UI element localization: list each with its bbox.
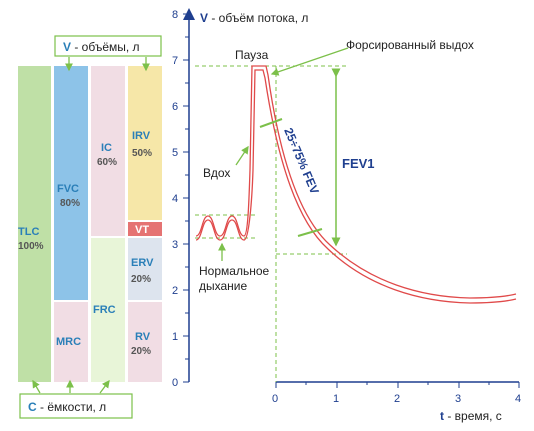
volumes-legend: V - объёмы, л	[54, 35, 162, 72]
y-axis-label: - объём потока, л	[208, 11, 308, 25]
capacities-legend-var: C	[28, 400, 37, 414]
y-tick-6: 6	[172, 101, 178, 113]
y-axis-var: V	[200, 11, 208, 25]
vt-label: VT	[135, 224, 149, 236]
tlc-box	[18, 66, 51, 382]
x-tick-4: 4	[515, 393, 521, 405]
irv-box	[128, 66, 162, 220]
y-tick-8: 8	[172, 9, 178, 21]
inhale-label: Вдох	[203, 166, 230, 180]
fvc-pct: 80%	[60, 198, 80, 209]
y-axis-title: V - объём потока, л	[200, 11, 308, 25]
volume-boxes: TLC 100% FVC 80% MRC IC 60% FRC IRV 50% …	[18, 66, 162, 382]
fev-25-marker	[259, 118, 283, 128]
irv-pct: 50%	[132, 148, 152, 159]
y-tick-7: 7	[172, 55, 178, 67]
fev1-label: FEV1	[342, 156, 375, 171]
fvc-box	[54, 66, 88, 300]
x-tick-0: 0	[272, 393, 278, 405]
forced-exhale-label: Форсированный выдох	[346, 38, 474, 52]
x-axis-label: - время, с	[444, 409, 502, 423]
y-tick-1: 1	[172, 331, 178, 343]
rv-pct: 20%	[131, 346, 151, 357]
mrc-label: MRC	[56, 336, 81, 348]
y-tick-4: 4	[172, 193, 178, 205]
capacities-legend: C - ёмкости, л	[19, 379, 133, 419]
fvc-label: FVC	[57, 183, 79, 195]
spirogram-chart: 0 1 2 3 4 5 6 7 8 V - объём потока, л 0 …	[172, 8, 521, 423]
ic-pct: 60%	[97, 157, 117, 168]
frc-label: FRC	[93, 304, 116, 316]
capacities-legend-text: - ёмкости, л	[37, 400, 107, 414]
x-axis-title: t - время, с	[440, 409, 502, 423]
y-tick-2: 2	[172, 285, 178, 297]
vt-box	[128, 222, 162, 236]
tlc-label: TLC	[18, 226, 39, 238]
ic-label: IC	[101, 142, 112, 154]
x-tick-2: 2	[394, 393, 400, 405]
erv-label: ERV	[131, 257, 154, 269]
x-tick-1: 1	[333, 393, 339, 405]
y-ticks	[183, 13, 189, 383]
x-ticks	[275, 382, 520, 388]
y-tick-0: 0	[172, 377, 178, 389]
erv-pct: 20%	[131, 274, 151, 285]
y-tick-5: 5	[172, 147, 178, 159]
volume-curve	[195, 65, 517, 304]
svg-text:V - объёмы, л: V - объёмы, л	[63, 40, 140, 54]
volumes-legend-var: V	[63, 40, 71, 54]
pause-label: Пауза	[235, 48, 269, 62]
mrc-box	[54, 302, 88, 382]
normal-breathing-label-1: Нормальное	[199, 264, 269, 278]
frc-box	[91, 238, 125, 382]
rv-label: RV	[135, 331, 151, 343]
svg-text:C - ёмкости, л: C - ёмкости, л	[28, 400, 106, 414]
inhale-pointer	[235, 145, 249, 166]
fev-75-marker	[297, 228, 323, 237]
rv-box	[128, 302, 162, 382]
erv-box	[128, 238, 162, 300]
fev-range-label: 25÷75% FEV	[281, 126, 321, 196]
volumes-legend-text: - объёмы, л	[71, 40, 140, 54]
forced-exhale-pointer	[270, 47, 349, 76]
irv-label: IRV	[132, 130, 151, 142]
y-tick-3: 3	[172, 239, 178, 251]
tlc-pct: 100%	[18, 241, 44, 252]
normal-breathing-label-2: дыхание	[199, 279, 247, 293]
x-axis-var: t	[440, 409, 444, 423]
x-tick-3: 3	[455, 393, 461, 405]
ic-box	[91, 66, 125, 236]
